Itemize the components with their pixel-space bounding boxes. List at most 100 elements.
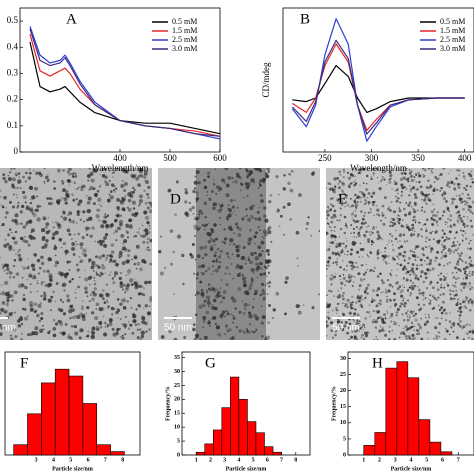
particle bbox=[466, 216, 469, 218]
x-tick-label: 5 bbox=[252, 457, 255, 463]
particle bbox=[422, 175, 425, 178]
particle bbox=[54, 230, 59, 235]
particle bbox=[227, 204, 230, 207]
particle bbox=[118, 256, 121, 259]
particle bbox=[458, 194, 461, 197]
particle bbox=[148, 224, 151, 227]
particle bbox=[353, 312, 356, 316]
particle bbox=[159, 271, 164, 276]
particle bbox=[8, 200, 12, 204]
particle bbox=[78, 255, 81, 258]
particle bbox=[421, 168, 424, 170]
y-tick-label: 0.3 bbox=[7, 68, 19, 78]
particle bbox=[0, 307, 5, 312]
particle bbox=[462, 301, 464, 304]
particle bbox=[351, 204, 354, 208]
particle bbox=[212, 315, 217, 320]
particle bbox=[57, 226, 61, 229]
particle bbox=[123, 182, 128, 186]
particle bbox=[457, 301, 459, 303]
particle bbox=[449, 252, 451, 255]
particle bbox=[434, 256, 438, 260]
x-tick-label: 3 bbox=[223, 457, 226, 463]
particle bbox=[62, 169, 65, 172]
particle bbox=[134, 323, 137, 326]
particle bbox=[89, 234, 93, 238]
particle bbox=[206, 295, 211, 300]
particle bbox=[35, 171, 39, 176]
particle bbox=[73, 172, 76, 175]
particle bbox=[469, 298, 472, 302]
particle bbox=[193, 272, 196, 275]
particle bbox=[344, 206, 346, 208]
particle bbox=[354, 175, 356, 177]
particle bbox=[225, 193, 230, 198]
particle bbox=[423, 323, 427, 327]
particle bbox=[423, 303, 425, 306]
particle bbox=[391, 235, 394, 238]
particle bbox=[227, 256, 230, 259]
particle bbox=[104, 233, 109, 237]
particle bbox=[400, 245, 404, 249]
particle bbox=[412, 310, 415, 313]
particle bbox=[417, 221, 420, 224]
particle bbox=[344, 224, 348, 227]
particle bbox=[395, 311, 399, 314]
particle bbox=[351, 295, 354, 298]
particle bbox=[260, 321, 264, 325]
particle bbox=[375, 304, 379, 308]
particle bbox=[412, 233, 416, 236]
particle bbox=[259, 169, 263, 173]
particle bbox=[115, 168, 121, 171]
particle bbox=[19, 236, 24, 241]
particle bbox=[191, 242, 195, 246]
particle bbox=[86, 233, 89, 236]
particle bbox=[106, 325, 109, 328]
particle bbox=[391, 240, 393, 242]
particle bbox=[81, 307, 84, 311]
particle bbox=[266, 168, 270, 171]
particle bbox=[190, 255, 195, 259]
particle bbox=[134, 234, 138, 238]
particle bbox=[377, 248, 380, 252]
particle bbox=[433, 297, 437, 300]
particle bbox=[388, 233, 391, 236]
particle bbox=[403, 250, 407, 254]
particle bbox=[353, 266, 356, 269]
y-tick-label: 25 bbox=[174, 383, 180, 389]
particle bbox=[101, 239, 105, 244]
particle bbox=[105, 257, 108, 260]
particle bbox=[351, 242, 354, 245]
particle bbox=[207, 267, 211, 271]
particle bbox=[47, 173, 49, 176]
particle bbox=[342, 168, 345, 171]
particle bbox=[333, 185, 337, 188]
particle bbox=[465, 296, 468, 300]
particle bbox=[469, 239, 472, 242]
particle bbox=[455, 262, 460, 266]
particle bbox=[149, 296, 152, 300]
particle bbox=[78, 276, 81, 279]
particle bbox=[71, 220, 76, 224]
particle bbox=[252, 298, 255, 300]
particle bbox=[410, 170, 413, 173]
particle bbox=[468, 282, 471, 285]
particle bbox=[419, 326, 422, 330]
particle bbox=[235, 245, 239, 249]
particle bbox=[38, 320, 41, 323]
particle bbox=[147, 196, 150, 200]
particle bbox=[111, 277, 115, 280]
particle bbox=[466, 285, 469, 288]
particle bbox=[74, 176, 76, 179]
particle bbox=[350, 267, 354, 271]
particle bbox=[5, 303, 9, 307]
particle bbox=[245, 208, 248, 211]
particle bbox=[411, 281, 415, 285]
particle bbox=[41, 228, 46, 233]
particle bbox=[338, 274, 342, 278]
particle bbox=[420, 337, 424, 340]
particle bbox=[198, 304, 203, 309]
particle bbox=[110, 243, 115, 247]
particle bbox=[212, 269, 215, 272]
